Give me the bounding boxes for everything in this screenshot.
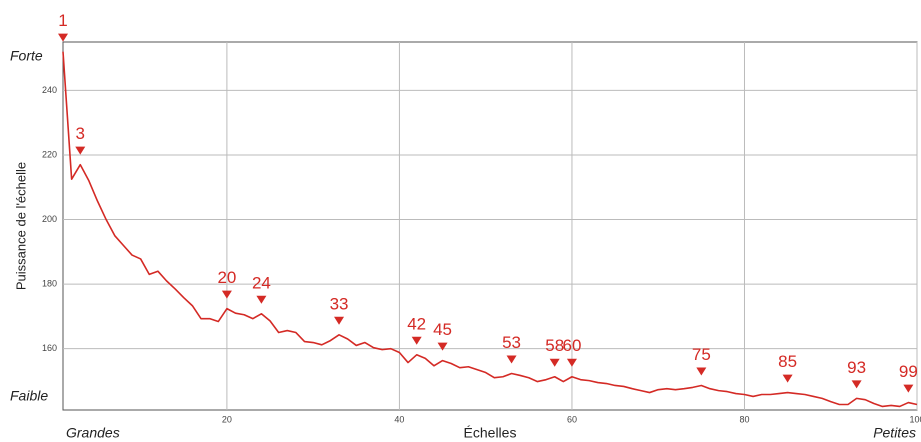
large-label: Grandes [66,425,120,441]
peak-marker [506,355,517,364]
peak-label: 58 [545,336,564,355]
small-label: Petites [873,425,916,441]
peak-label: 60 [562,336,581,355]
peak-marker [782,374,793,383]
x-tick-label: 40 [394,414,404,424]
y-axis-label: Puissance de l'échelle [13,162,28,290]
y-tick-label: 240 [42,85,57,95]
peak-marker [851,380,862,389]
peak-label: 33 [330,294,349,313]
peak-label: 3 [76,124,85,143]
peak-label: 20 [217,268,236,287]
y-tick-label: 200 [42,214,57,224]
series-line [62,51,918,408]
peak-marker [256,295,267,304]
strong-label: Forte [10,48,43,64]
peak-label: 53 [502,333,521,352]
weak-label: Faible [10,388,48,404]
peak-marker [903,384,914,393]
peak-marker [334,316,345,325]
peak-label: 93 [847,358,866,377]
peak-marker [566,358,577,367]
peak-marker [696,367,707,376]
peak-marker [75,146,86,155]
peak-label: 24 [252,273,271,292]
peak-label: 42 [407,314,426,333]
x-tick-label: 60 [567,414,577,424]
peak-label: 85 [778,352,797,371]
peak-label: 1 [58,11,67,30]
peak-marker [221,290,232,299]
y-tick-label: 180 [42,278,57,288]
peak-marker [437,342,448,351]
x-tick-label: 20 [222,414,232,424]
peak-marker [58,33,68,42]
peak-label: 99 [899,362,918,381]
peak-label: 75 [692,345,711,364]
peak-marker [411,336,422,345]
x-tick-label: 100 [909,414,921,424]
y-tick-label: 220 [42,149,57,159]
x-axis-label: Échelles [464,425,517,441]
y-tick-label: 160 [42,343,57,353]
peak-marker [549,358,560,367]
peak-label: 45 [433,320,452,339]
x-tick-label: 80 [739,414,749,424]
